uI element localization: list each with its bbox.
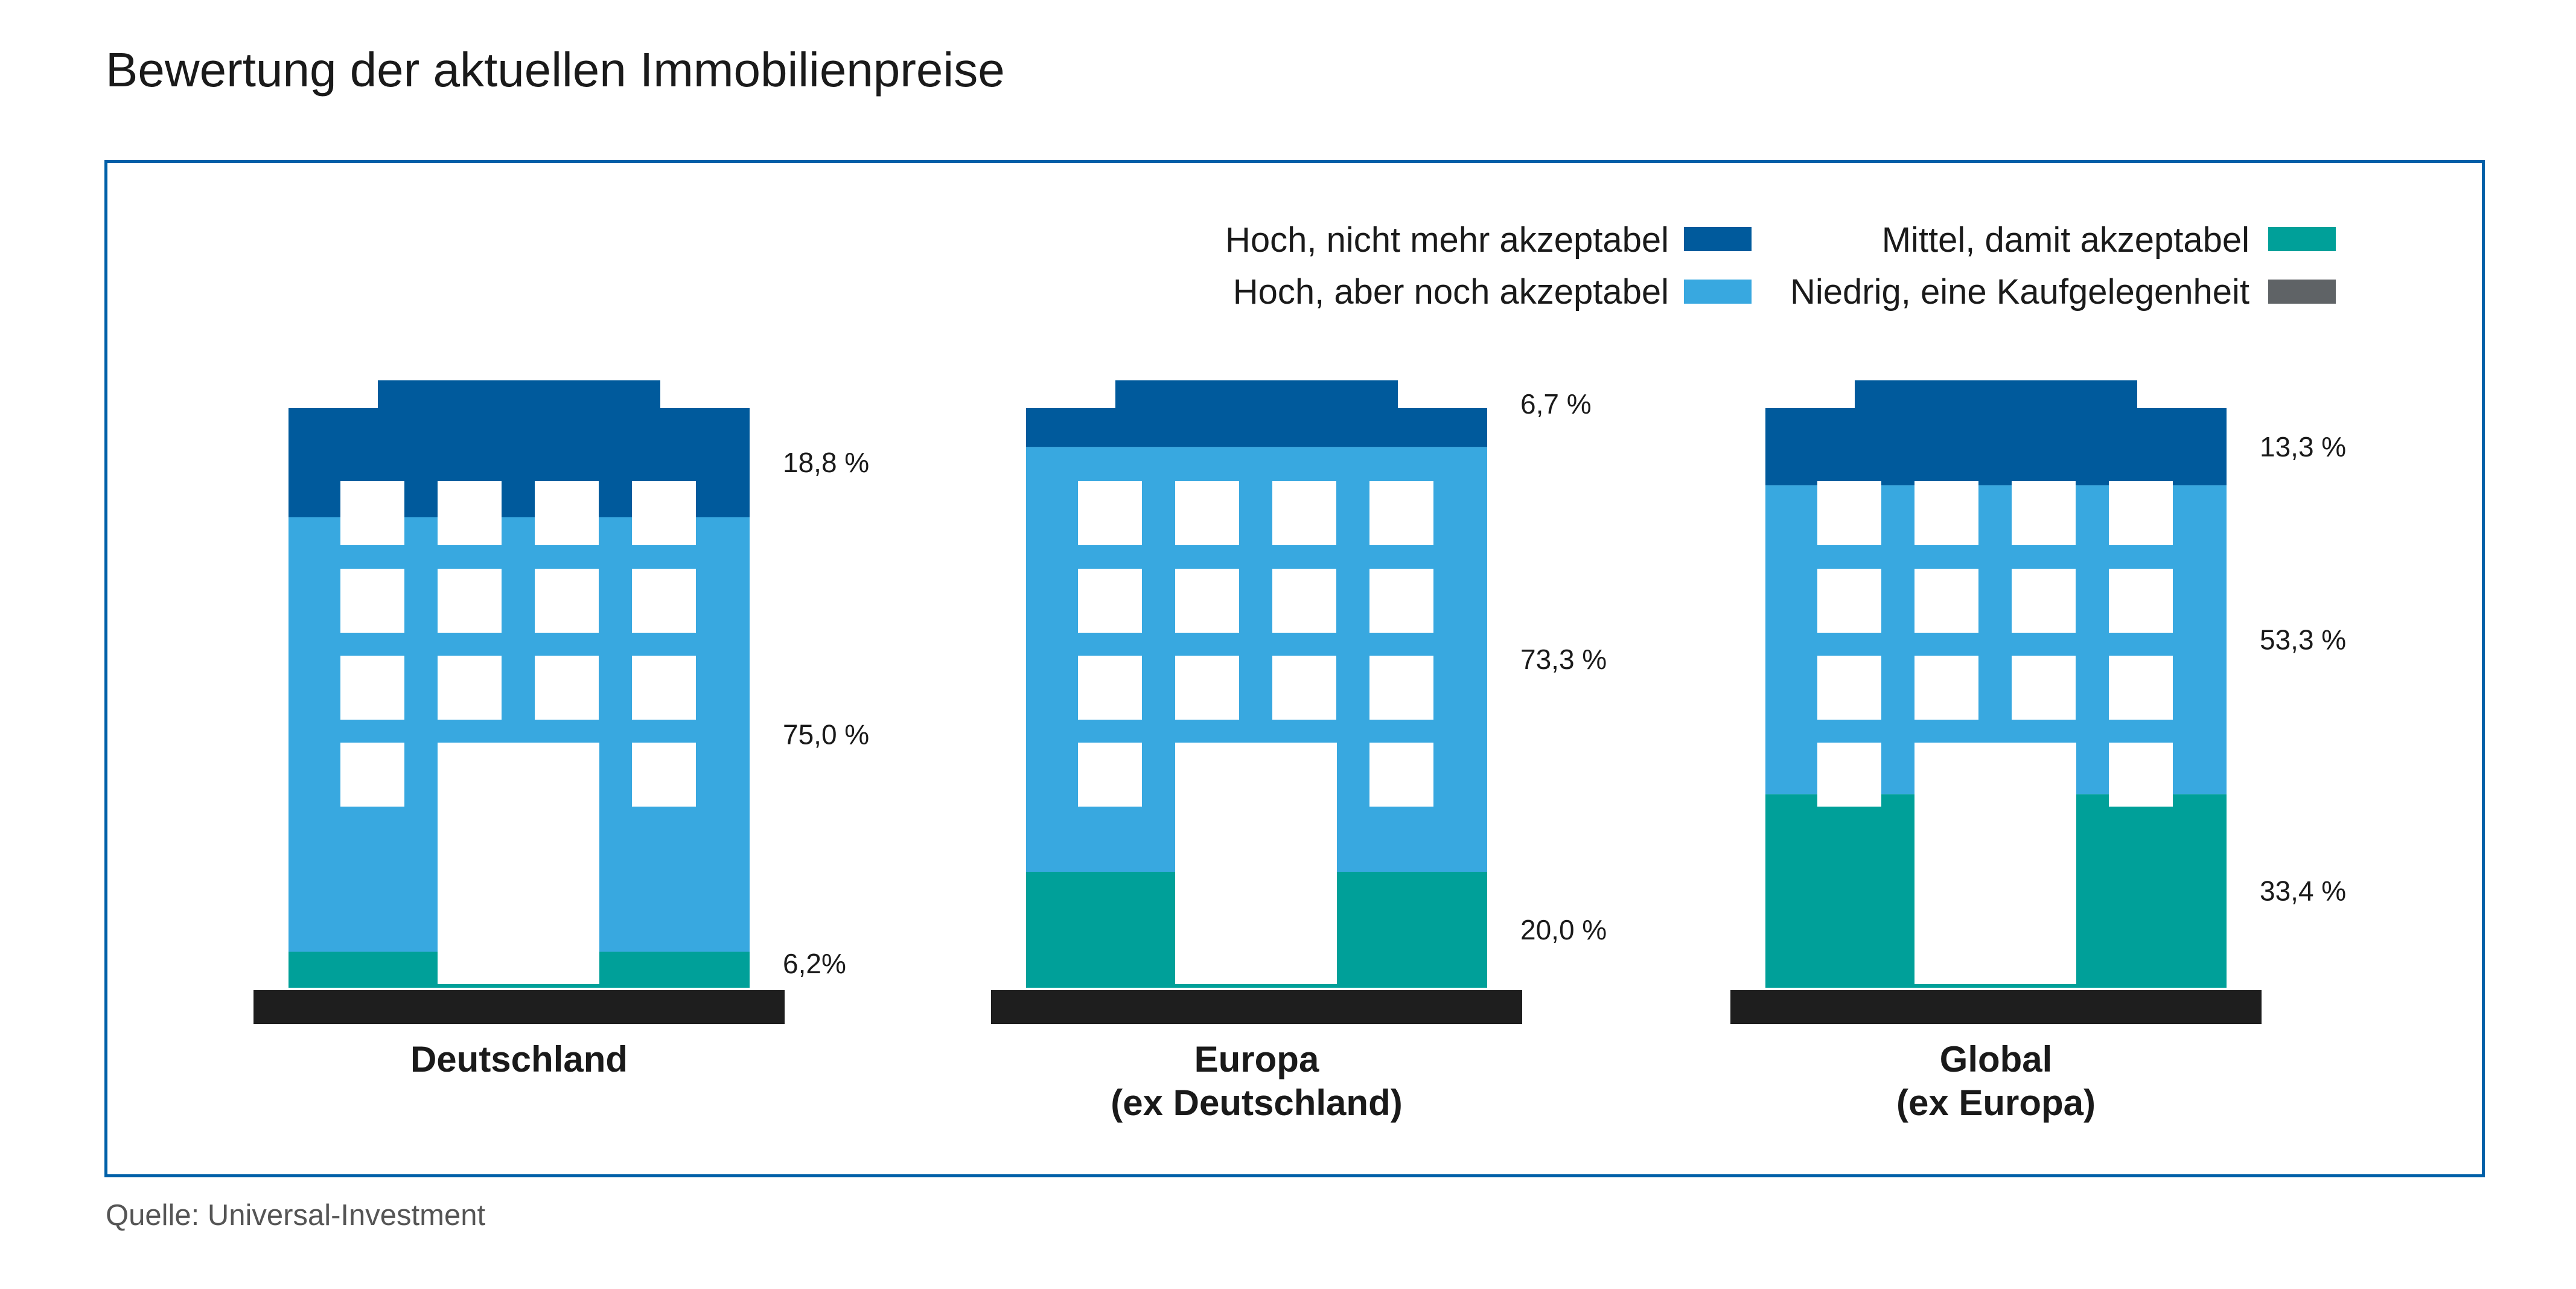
- data-label: 6,2%: [783, 948, 846, 979]
- window: [535, 569, 599, 633]
- window: [1078, 656, 1142, 720]
- window: [340, 569, 404, 633]
- window: [632, 656, 696, 720]
- window: [2109, 569, 2173, 633]
- chart-title: Bewertung der aktuellen Immobilienpreise: [106, 43, 1005, 97]
- window: [340, 743, 404, 807]
- data-label: 13,3 %: [2260, 431, 2346, 462]
- window: [1078, 481, 1142, 545]
- door: [1914, 743, 2076, 984]
- legend-swatch: [2268, 227, 2336, 251]
- category-label: (ex Deutschland): [1111, 1083, 1402, 1123]
- ground-base: [1730, 990, 2262, 1024]
- window: [1817, 743, 1881, 807]
- window: [1175, 569, 1239, 633]
- window: [2109, 656, 2173, 720]
- legend: Hoch, nicht mehr akzeptabel Hoch, aber no…: [1225, 220, 2336, 312]
- category-label: Global: [1940, 1039, 2053, 1079]
- window: [1369, 481, 1433, 545]
- window: [2012, 569, 2076, 633]
- window: [2012, 481, 2076, 545]
- window: [1817, 656, 1881, 720]
- legend-swatch: [2268, 280, 2336, 304]
- window: [535, 481, 599, 545]
- data-label: 20,0 %: [1520, 914, 1607, 945]
- data-label: 53,3 %: [2260, 624, 2346, 656]
- window: [1914, 656, 1978, 720]
- bar-segment: [1026, 408, 1487, 447]
- ground-base: [991, 990, 1522, 1024]
- data-label: 6,7 %: [1520, 388, 1592, 420]
- door: [438, 743, 599, 984]
- legend-item: Hoch, nicht mehr akzeptabel: [1225, 220, 1752, 260]
- window: [632, 743, 696, 807]
- window: [632, 481, 696, 545]
- door: [1175, 743, 1337, 984]
- bar-segment: [1765, 408, 2227, 485]
- legend-swatch: [1684, 227, 1752, 251]
- window: [1272, 481, 1336, 545]
- window: [1369, 743, 1433, 807]
- window: [1914, 569, 1978, 633]
- data-label: 73,3 %: [1520, 644, 1607, 675]
- data-label: 33,4 %: [2260, 875, 2346, 907]
- buildings: 6,2% 75,0 % 18,8 % Deutschland 20,0 % 73,3 % 6…: [253, 380, 2346, 1123]
- legend-item: Mittel, damit akzeptabel: [1882, 220, 2336, 260]
- category-label: Europa: [1194, 1039, 1319, 1079]
- ground-base: [253, 990, 785, 1024]
- window: [1175, 656, 1239, 720]
- window: [1817, 569, 1881, 633]
- building-roof: [1855, 380, 2137, 409]
- legend-label: Hoch, nicht mehr akzeptabel: [1225, 220, 1669, 260]
- window: [340, 481, 404, 545]
- building-1: 6,2% 75,0 % 18,8 % Deutschland: [253, 380, 869, 1079]
- legend-label: Hoch, aber noch akzeptabel: [1233, 272, 1669, 312]
- window: [1175, 481, 1239, 545]
- window: [1078, 569, 1142, 633]
- window: [632, 569, 696, 633]
- data-label: 18,8 %: [783, 447, 869, 478]
- window: [340, 656, 404, 720]
- window: [2109, 481, 2173, 545]
- window: [535, 656, 599, 720]
- window: [2012, 656, 2076, 720]
- window: [1369, 656, 1433, 720]
- source-note: Quelle: Universal-Investment: [106, 1199, 486, 1232]
- category-label: (ex Europa): [1896, 1083, 2096, 1123]
- chart-frame: [104, 160, 2485, 1177]
- window: [438, 569, 502, 633]
- legend-item: Hoch, aber noch akzeptabel: [1233, 272, 1752, 312]
- legend-swatch: [1684, 280, 1752, 304]
- building-roof: [378, 380, 660, 409]
- legend-label: Niedrig, eine Kaufgelegenheit: [1790, 272, 2249, 312]
- building-2: 20,0 % 73,3 % 6,7 % Europa(ex Deutschland): [991, 380, 1607, 1123]
- window: [1914, 481, 1978, 545]
- legend-item: Niedrig, eine Kaufgelegenheit: [1790, 272, 2336, 312]
- window: [438, 656, 502, 720]
- window: [1078, 743, 1142, 807]
- window: [1817, 481, 1881, 545]
- window: [1369, 569, 1433, 633]
- building-roof: [1115, 380, 1398, 409]
- building-3: 33,4 % 53,3 % 13,3 % Global(ex Europa): [1730, 380, 2346, 1123]
- window: [2109, 743, 2173, 807]
- window: [1272, 656, 1336, 720]
- window: [1272, 569, 1336, 633]
- legend-label: Mittel, damit akzeptabel: [1882, 220, 2249, 260]
- window: [438, 481, 502, 545]
- category-label: Deutschland: [410, 1039, 628, 1079]
- data-label: 75,0 %: [783, 718, 869, 750]
